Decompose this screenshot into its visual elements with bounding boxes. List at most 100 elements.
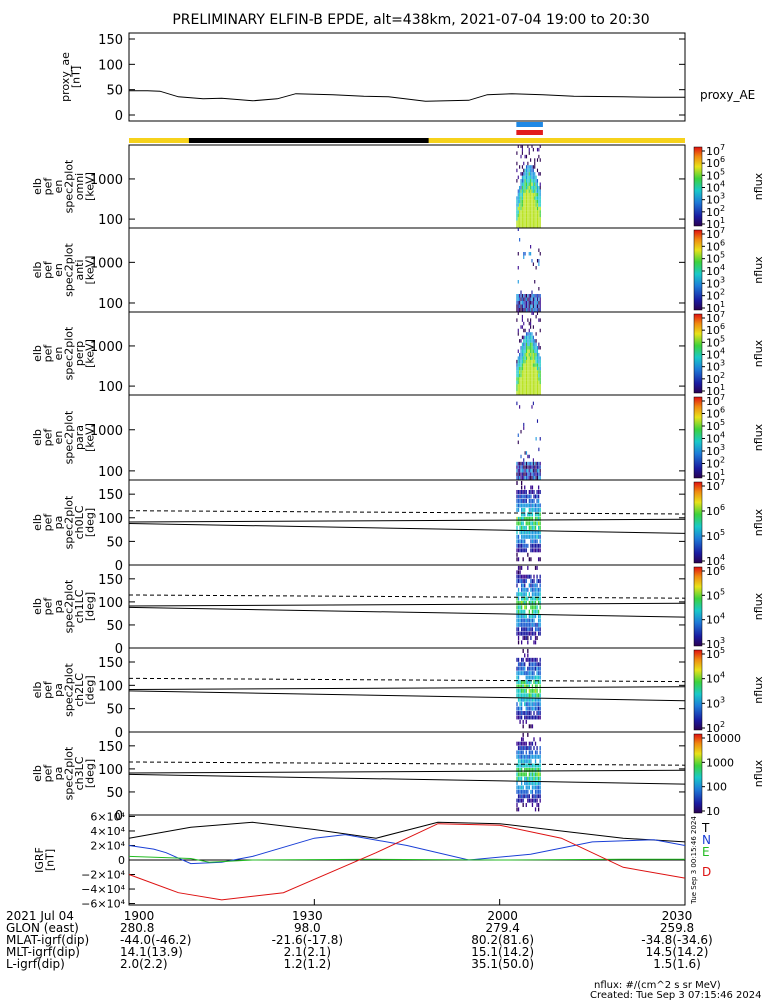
spectrogram-cell	[536, 746, 538, 751]
spectrogram-cell	[533, 489, 535, 494]
spectrogram-cell	[524, 574, 526, 579]
spectrogram-cell	[539, 182, 541, 186]
spectrogram-cell	[516, 206, 518, 211]
spectrogram-cell	[539, 693, 541, 698]
spectrogram-cell	[527, 494, 529, 499]
y-axis-label: spec2plot	[62, 410, 75, 464]
spectrogram-panel-ch2LC: 050100150elbpefpaspec2plotch2LC[deg]1021…	[31, 646, 765, 741]
row-label: MLT-igrf(dip)	[6, 945, 80, 959]
spectrogram-cell	[528, 702, 531, 707]
spectrogram-cell	[527, 794, 529, 799]
spectrogram-cell	[539, 622, 541, 627]
colorbar-label: nflux	[752, 759, 765, 787]
spectrogram-cell	[530, 332, 532, 336]
spectrogram-cell	[516, 543, 518, 548]
spectrogram-cell	[534, 503, 537, 508]
spectrogram-cell	[531, 349, 533, 353]
spectrogram-cell	[531, 377, 533, 381]
spectrogram-cell	[524, 465, 526, 469]
spectrogram-cell	[519, 206, 521, 211]
spectrogram-cell	[521, 476, 523, 480]
spectrogram-cell	[538, 318, 540, 322]
spectrogram-cell	[536, 754, 538, 759]
spectrogram-cell	[516, 574, 518, 579]
spectrogram-cell	[522, 688, 524, 693]
spectrogram-cell	[538, 384, 540, 388]
spectrogram-cell	[517, 627, 520, 632]
spectrogram-cell	[534, 759, 537, 764]
spectrogram-cell	[528, 165, 530, 169]
y-tick-label: 100	[98, 465, 123, 480]
spectrogram-cell	[537, 675, 540, 680]
spectrogram-cell	[519, 301, 521, 305]
spectrogram-cell	[537, 715, 540, 720]
spectrogram-cell	[522, 719, 524, 724]
spectrogram-cell	[520, 750, 523, 755]
spectrogram-cell	[537, 680, 540, 684]
spectrogram-cell	[525, 213, 528, 218]
spectrogram-cell	[525, 476, 528, 480]
spectrogram-cell	[534, 185, 536, 190]
proxy-ae-line	[129, 90, 685, 102]
spectrogram-cell	[534, 781, 537, 786]
spectrogram-cell	[537, 763, 540, 768]
spectrogram-cell	[524, 525, 526, 530]
y-tick-label: 100	[98, 297, 123, 312]
spectrogram-cell	[537, 592, 540, 597]
spectrogram-cell	[531, 666, 534, 671]
spectrogram-cell	[533, 680, 535, 684]
spectrogram-cell	[530, 688, 532, 693]
row-value: -21.6(-17.8)	[272, 933, 343, 947]
spectrogram-cell	[524, 772, 526, 777]
spectrogram-cell	[516, 401, 518, 406]
spectrogram-cell	[528, 521, 531, 526]
spectrogram-cell	[536, 384, 539, 388]
spectrogram-cell	[521, 147, 523, 152]
spectrogram-cell	[533, 666, 535, 671]
y-axis-label: spec2plot	[62, 746, 75, 800]
spectrogram-cell	[528, 465, 530, 469]
y-axis-label: pa	[52, 683, 65, 697]
spectrogram-cell	[536, 304, 539, 308]
spectrogram-cell	[516, 521, 518, 526]
legend-proxy-ae: proxy_AE	[700, 88, 755, 102]
spectrogram-cell	[534, 666, 537, 671]
spectrogram-cell	[524, 662, 526, 667]
spectrogram-cell	[524, 185, 526, 190]
spectrogram-cell	[516, 579, 518, 584]
spectrogram-cell	[536, 680, 538, 684]
spectrogram-cell	[516, 803, 518, 808]
spectrogram-cell	[521, 165, 523, 169]
spectrogram-cell	[533, 737, 535, 742]
spectrogram-cell	[530, 318, 532, 322]
spectrogram-cell	[531, 706, 534, 711]
spectrogram-cell	[534, 308, 536, 312]
spectrogram-cell	[535, 220, 537, 225]
spectrogram-cell	[539, 346, 541, 350]
spectrogram-cell	[524, 349, 526, 353]
spectrogram-cell	[528, 489, 531, 494]
spectrogram-cell	[528, 328, 530, 333]
spectrogram-cell	[528, 776, 531, 781]
north-bar	[516, 122, 543, 127]
spectrogram-cell	[536, 196, 539, 200]
spectrogram-cell	[533, 534, 535, 539]
spectrogram-cell	[527, 543, 529, 548]
spectrogram-cell	[517, 199, 519, 204]
spectrogram-cell	[520, 210, 522, 214]
spectrogram-cell	[519, 472, 521, 476]
spectrogram-cell	[516, 498, 518, 503]
spectrogram-cell	[525, 179, 528, 183]
spectrogram-cell	[524, 370, 526, 374]
spectrogram-cell	[536, 370, 539, 374]
spectrogram-cell	[516, 750, 518, 755]
spectrogram-cell	[534, 693, 537, 698]
spectrogram-cell	[537, 614, 540, 619]
spectrogram-cell	[517, 680, 520, 684]
spectrogram-cell	[538, 210, 540, 214]
spectrogram-cell	[537, 794, 540, 799]
panel-frame	[128, 479, 686, 566]
spectrogram-cell	[527, 370, 529, 374]
spectrogram-cell	[523, 384, 525, 388]
spectrogram-cell	[536, 622, 538, 627]
